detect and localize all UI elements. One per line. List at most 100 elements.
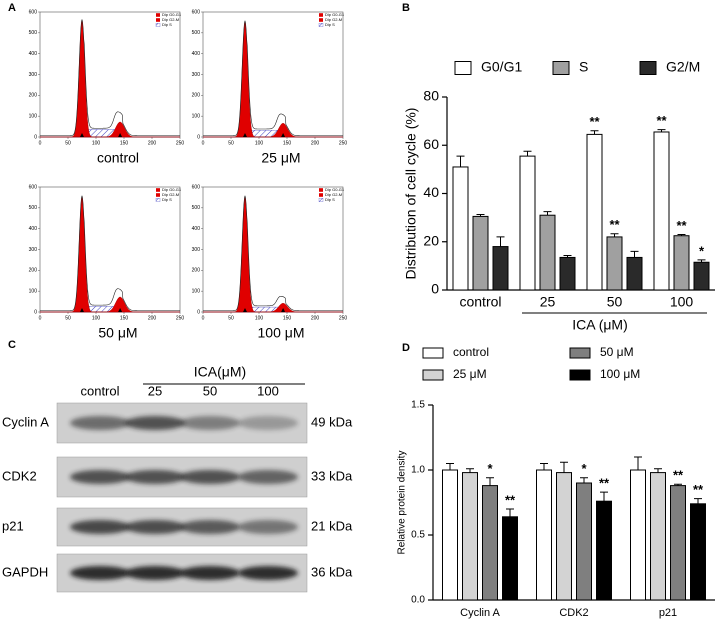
x-tick-label: 50 <box>65 140 71 146</box>
legend-label: Dip G2-M <box>325 17 342 22</box>
size-label: 33 kDa <box>311 468 353 483</box>
blot-band <box>125 416 185 430</box>
legend-swatch <box>318 23 324 27</box>
legend-swatch <box>156 18 160 22</box>
flow-plot-frame <box>202 11 344 138</box>
y-tick-label: 0 <box>34 134 37 140</box>
histogram-outline <box>40 19 180 137</box>
significance: * <box>699 243 705 258</box>
legend-swatch <box>155 198 161 202</box>
y-tick-label: 300 <box>192 72 201 78</box>
y-tick-label: 200 <box>192 268 201 274</box>
bar <box>606 236 623 291</box>
g1-peak <box>40 20 180 138</box>
panel-letter: D <box>402 342 410 354</box>
y-tick-label: 300 <box>29 72 38 78</box>
x-tick-label: 200 <box>148 315 157 321</box>
legend-label: 50 μM <box>600 345 634 359</box>
peak-marker <box>80 308 84 312</box>
x-tick-label: p21 <box>659 607 677 619</box>
x-tick-label: 0 <box>39 140 42 146</box>
legend-label: Dip S <box>325 197 335 202</box>
bar <box>442 469 458 601</box>
bar <box>653 131 670 291</box>
protein-label: p21 <box>2 518 24 533</box>
blot-band <box>70 416 130 430</box>
y-tick-label: 60 <box>423 136 439 152</box>
y-tick-label: 600 <box>192 184 201 190</box>
legend-label: Dip G0-G1 <box>162 187 182 192</box>
error-bar <box>543 211 552 216</box>
x-tick-label: CDK2 <box>559 607 588 619</box>
bar <box>502 516 518 601</box>
blot-band <box>238 416 298 430</box>
legend-label: S <box>579 59 588 75</box>
error-bar <box>456 155 465 167</box>
histogram-outline <box>203 195 343 312</box>
x-tick-label: 250 <box>339 315 348 321</box>
y-tick-label: 300 <box>29 247 38 253</box>
y-tick-label: 200 <box>29 93 38 99</box>
flow-label: 25 μM <box>261 150 300 166</box>
legend-swatch <box>569 369 591 381</box>
error-bar <box>634 456 642 470</box>
legend-label: Dip S <box>162 22 172 27</box>
legend-label: Dip S <box>325 22 335 27</box>
error-bar <box>486 477 494 486</box>
y-tick-label: 200 <box>192 93 201 99</box>
x-tick-label: 50 <box>607 294 623 310</box>
significance: * <box>581 461 587 476</box>
x-tick-label: 0 <box>202 315 205 321</box>
y-tick-label: 400 <box>192 51 201 57</box>
panel-letter: A <box>8 2 16 14</box>
error-bar <box>506 508 514 517</box>
bar <box>472 215 489 291</box>
blot-band <box>180 520 240 534</box>
y-tick-label: 0.5 <box>411 530 425 541</box>
error-bar <box>580 477 588 483</box>
error-bar <box>657 129 666 132</box>
legend-swatch <box>318 198 324 202</box>
x-tick-label: 0 <box>202 140 205 146</box>
y-tick-label: 100 <box>192 113 201 119</box>
y-tick-label: 40 <box>423 184 439 200</box>
x-axis-label: ICA (μM) <box>572 317 628 333</box>
y-tick-label: 100 <box>29 288 38 294</box>
flow-plot-frame <box>39 11 181 138</box>
bar <box>492 246 509 291</box>
size-label: 36 kDa <box>311 564 353 579</box>
significance: ** <box>673 468 684 483</box>
y-tick-label: 400 <box>29 226 38 232</box>
flow-plot-frame <box>39 186 181 313</box>
y-tick-label: 500 <box>29 30 38 36</box>
legend-label: Dip G0-G1 <box>162 12 182 17</box>
legend-label: Dip G2-M <box>162 192 179 197</box>
error-bar <box>697 259 706 263</box>
bar <box>452 166 469 291</box>
error-bar <box>600 491 608 502</box>
y-tick-label: 500 <box>29 205 38 211</box>
peak-marker <box>281 133 286 137</box>
x-tick-label: 25 <box>540 294 556 310</box>
lane-label: control <box>80 383 119 398</box>
legend-label: Dip S <box>162 197 172 202</box>
error-bar <box>446 463 454 470</box>
g1-peak <box>203 21 343 138</box>
x-tick-label: 50 <box>228 140 234 146</box>
x-tick-label: 150 <box>283 315 292 321</box>
y-tick-label: 600 <box>29 184 38 190</box>
lane-label: 25 <box>148 383 162 398</box>
flow-plot-frame <box>202 186 344 313</box>
blot-band <box>125 520 185 534</box>
peak-marker <box>281 308 286 312</box>
x-tick-label: 150 <box>120 140 129 146</box>
x-tick-label: 50 <box>65 315 71 321</box>
x-tick-label: 200 <box>311 315 320 321</box>
x-tick-label: Cyclin A <box>460 607 500 619</box>
g1-peak <box>203 196 343 313</box>
x-tick-label: 100 <box>670 294 694 310</box>
y-tick-label: 200 <box>29 268 38 274</box>
bar <box>670 485 686 601</box>
legend-swatch <box>319 13 323 17</box>
